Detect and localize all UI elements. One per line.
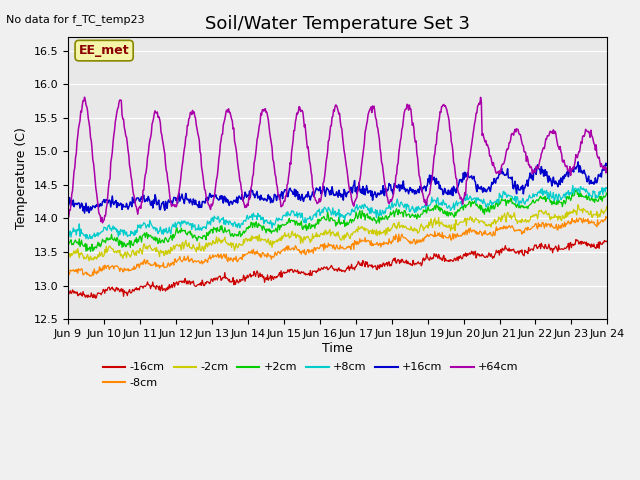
+8cm xyxy=(130,232,138,238)
-2cm xyxy=(185,240,193,246)
Line: +16cm: +16cm xyxy=(68,162,607,213)
-8cm xyxy=(185,258,193,264)
+64cm xyxy=(404,107,412,113)
Line: +64cm: +64cm xyxy=(68,97,607,223)
Line: +2cm: +2cm xyxy=(68,190,607,252)
-16cm xyxy=(185,278,193,284)
+8cm xyxy=(214,216,221,222)
+2cm xyxy=(604,191,611,196)
+2cm xyxy=(214,225,221,230)
-16cm xyxy=(404,259,412,264)
+64cm xyxy=(186,115,193,121)
-16cm xyxy=(92,295,100,301)
+2cm xyxy=(573,187,580,192)
+2cm xyxy=(74,239,82,245)
Y-axis label: Temperature (C): Temperature (C) xyxy=(15,127,28,229)
Line: -8cm: -8cm xyxy=(68,216,607,276)
+2cm xyxy=(420,207,428,213)
-2cm xyxy=(64,252,72,257)
+64cm xyxy=(214,166,222,171)
+16cm xyxy=(420,185,428,191)
-2cm xyxy=(420,228,428,234)
+8cm xyxy=(84,236,92,242)
+16cm xyxy=(214,195,221,201)
+16cm xyxy=(574,159,582,165)
-8cm xyxy=(602,214,610,219)
+2cm xyxy=(404,212,412,218)
-16cm xyxy=(214,277,221,283)
X-axis label: Time: Time xyxy=(323,342,353,355)
-16cm xyxy=(572,237,580,242)
-2cm xyxy=(85,258,93,264)
+64cm xyxy=(420,199,428,205)
-2cm xyxy=(130,252,138,257)
-2cm xyxy=(214,240,221,246)
Line: -16cm: -16cm xyxy=(68,240,607,298)
Line: +8cm: +8cm xyxy=(68,185,607,239)
+8cm xyxy=(569,182,577,188)
-8cm xyxy=(74,270,82,276)
+8cm xyxy=(404,204,412,209)
-8cm xyxy=(86,273,93,279)
+16cm xyxy=(604,163,611,168)
+64cm xyxy=(64,216,72,222)
Line: -2cm: -2cm xyxy=(68,205,607,261)
-16cm xyxy=(74,293,82,299)
-2cm xyxy=(74,246,82,252)
+16cm xyxy=(404,187,412,193)
+16cm xyxy=(130,197,138,203)
-8cm xyxy=(130,263,138,269)
+64cm xyxy=(74,133,82,139)
-16cm xyxy=(420,255,428,261)
-8cm xyxy=(404,238,412,243)
Title: Soil/Water Temperature Set 3: Soil/Water Temperature Set 3 xyxy=(205,15,470,33)
-2cm xyxy=(574,202,582,208)
Legend: -16cm, -8cm, -2cm, +2cm, +8cm, +16cm, +64cm: -16cm, -8cm, -2cm, +2cm, +8cm, +16cm, +6… xyxy=(99,358,523,392)
-16cm xyxy=(64,290,72,296)
-16cm xyxy=(130,288,138,294)
+2cm xyxy=(130,240,138,246)
+2cm xyxy=(86,249,94,254)
-8cm xyxy=(420,239,428,244)
+8cm xyxy=(185,220,193,226)
+16cm xyxy=(74,201,82,206)
+16cm xyxy=(64,203,72,209)
-8cm xyxy=(214,253,221,259)
+64cm xyxy=(99,220,106,226)
Text: No data for f_TC_temp23: No data for f_TC_temp23 xyxy=(6,14,145,25)
-16cm xyxy=(604,238,611,244)
Text: EE_met: EE_met xyxy=(79,44,129,57)
+16cm xyxy=(81,210,88,216)
+64cm xyxy=(81,94,88,100)
-8cm xyxy=(604,215,611,220)
-8cm xyxy=(64,269,72,275)
+8cm xyxy=(604,186,611,192)
+8cm xyxy=(420,204,428,210)
+2cm xyxy=(185,229,193,235)
+64cm xyxy=(604,167,611,173)
+8cm xyxy=(74,228,82,234)
-2cm xyxy=(404,226,412,231)
+64cm xyxy=(131,196,139,202)
+16cm xyxy=(185,198,193,204)
+8cm xyxy=(64,235,72,240)
-2cm xyxy=(604,205,611,211)
+2cm xyxy=(64,244,72,250)
